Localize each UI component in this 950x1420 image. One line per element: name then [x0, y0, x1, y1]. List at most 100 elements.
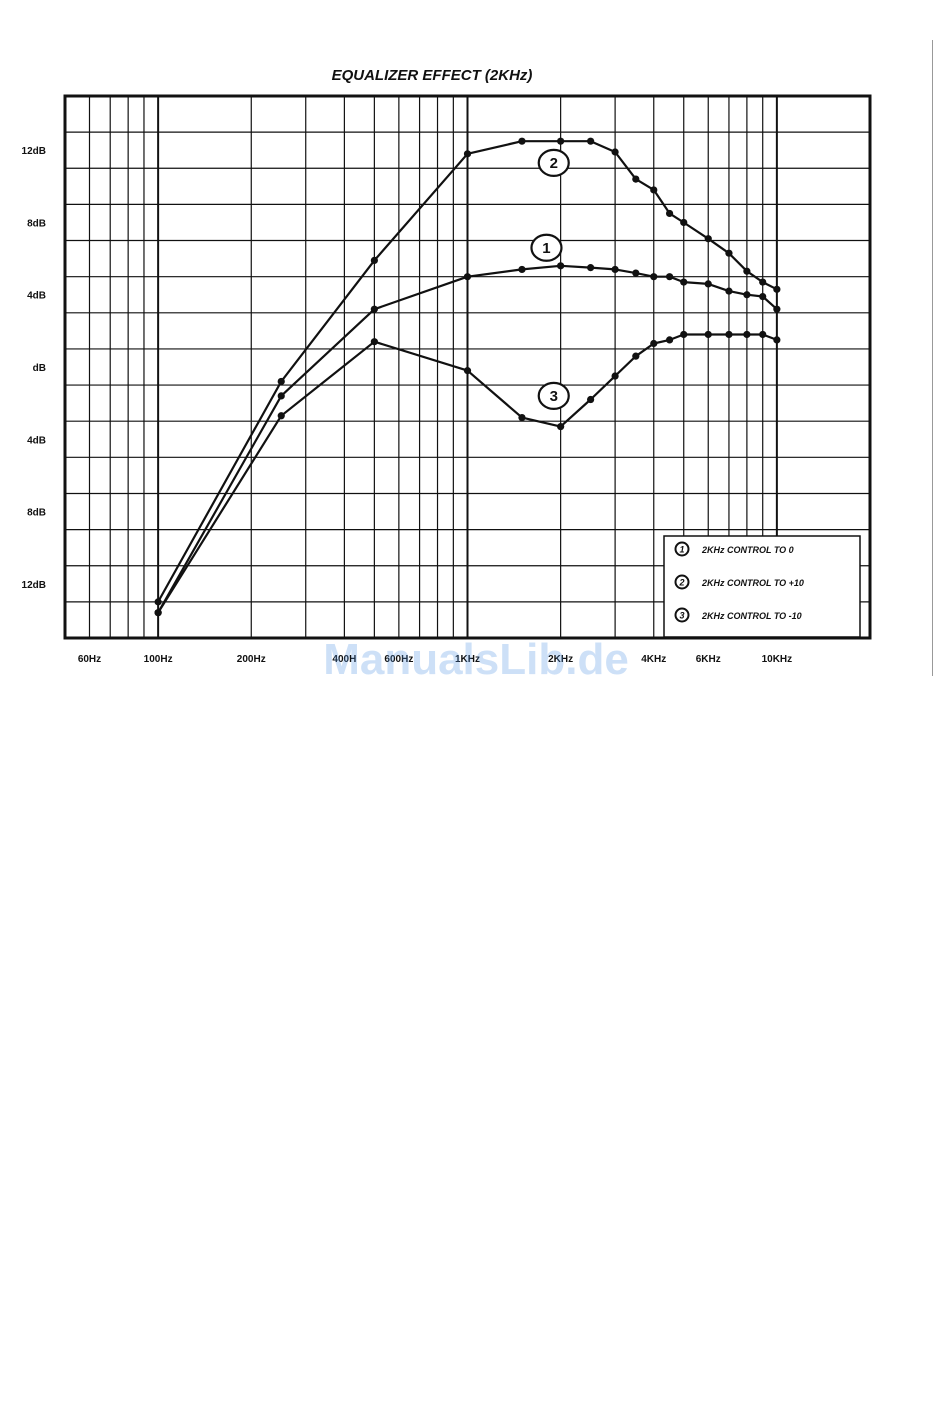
legend: 1 2KHz CONTROL TO 0 2 2KHz CONTROL TO +10 3 2… — [663, 535, 861, 638]
series-3-point — [704, 330, 712, 339]
legend-marker — [674, 541, 690, 557]
series-3-point — [463, 367, 472, 375]
series-3-point — [154, 609, 162, 617]
legend-marker — [674, 607, 690, 623]
series-2-point — [277, 377, 285, 386]
legend-marker-label: 2 — [678, 578, 684, 588]
callout-label: 3 — [550, 388, 558, 405]
series-2-point — [725, 249, 733, 257]
callout-circle — [537, 148, 570, 177]
callout-label: 1 — [542, 240, 550, 257]
series-1-point — [518, 265, 526, 274]
series-3-point — [680, 330, 688, 339]
series-1-point — [611, 265, 619, 274]
series-1-point — [743, 291, 751, 299]
series-3-point — [650, 339, 658, 348]
page-edge-line — [932, 40, 933, 676]
series-2-point — [611, 148, 619, 156]
series-3-point — [743, 330, 751, 339]
legend-entry-2: 2 2KHz CONTROL TO +10 — [674, 574, 804, 590]
x-tick-label: 60Hz — [78, 654, 101, 665]
x-tick-label: 4KHz — [641, 654, 666, 665]
series-3-point — [632, 352, 640, 360]
series-3-point — [773, 336, 781, 344]
series-2-point — [632, 175, 640, 183]
callout-circle — [530, 233, 563, 262]
series-1-point — [680, 278, 688, 286]
series-2-point — [518, 137, 526, 145]
y-tick-label: 12dB — [22, 580, 46, 591]
series-3 — [154, 330, 781, 617]
series-2 — [154, 137, 781, 606]
chart-title: EQUALIZER EFFECT (2KHz) — [332, 67, 533, 84]
callout-2: 2 — [537, 148, 570, 177]
series-3-point — [725, 330, 733, 339]
series-3-point — [611, 372, 619, 380]
series-2-point — [650, 186, 658, 194]
series-1-point — [277, 392, 285, 400]
series-2-point — [665, 209, 674, 218]
y-tick-label: 8dB — [27, 218, 46, 229]
series-3-point — [277, 412, 285, 420]
x-tick-label: 1KHz — [455, 654, 480, 665]
legend-entry-1: 1 2KHz CONTROL TO 0 — [674, 541, 794, 557]
series-1-point — [725, 287, 733, 295]
series-layer — [154, 137, 781, 617]
series-1-point — [773, 305, 781, 313]
legend-marker — [674, 574, 690, 590]
series-2-point — [743, 267, 751, 275]
series-3-point — [759, 330, 767, 339]
watermark: ManualsLib.de — [323, 635, 629, 684]
y-axis-ticks: 12dB 8dB 4dB dB 4dB 8dB 12dB — [22, 146, 46, 591]
series-3-point — [587, 395, 595, 404]
series-2-point — [557, 137, 565, 145]
series-1-point — [665, 273, 674, 281]
series-1-point — [704, 280, 712, 288]
series-3-point — [665, 336, 674, 344]
x-tick-label: 6KHz — [696, 654, 721, 665]
callout-circle — [537, 381, 570, 411]
callout-3: 3 — [537, 381, 570, 411]
series-1-point — [557, 262, 565, 270]
equalizer-effect-chart: EQUALIZER EFFECT (2KHz) 12dB 8dB 4dB dB 4dB 8… — [22, 67, 872, 684]
series-1-point — [759, 292, 767, 301]
series-1-point — [587, 264, 595, 272]
series-1-point — [650, 273, 658, 281]
x-tick-label: 600Hz — [384, 654, 413, 665]
legend-box — [663, 535, 861, 638]
legend-entry-3: 3 2KHz CONTROL TO -10 — [674, 607, 802, 623]
x-tick-label: 2KHz — [548, 654, 573, 665]
series-1-point — [370, 305, 378, 313]
legend-text: 2KHz CONTROL TO -10 — [701, 611, 802, 621]
callout-label: 2 — [550, 155, 558, 172]
series-3-point — [370, 338, 378, 346]
series-2-point — [759, 278, 767, 286]
x-tick-label: 400H — [332, 654, 356, 665]
legend-marker-label: 1 — [679, 545, 684, 555]
y-tick-label: 4dB — [27, 291, 46, 302]
series-2-point — [704, 235, 712, 243]
series-2-point — [773, 285, 781, 293]
plot-frame — [63, 94, 872, 640]
series-2-point — [370, 256, 378, 265]
series-3-point — [518, 413, 526, 422]
series-3-point — [557, 423, 565, 431]
grid — [65, 96, 870, 638]
y-tick-label: 12dB — [22, 146, 46, 157]
series-2-point — [587, 137, 595, 145]
y-tick-label: 4dB — [27, 435, 46, 446]
x-tick-label: 200Hz — [237, 654, 266, 665]
y-tick-label: 8dB — [27, 508, 46, 519]
legend-text: 2KHz CONTROL TO 0 — [701, 545, 794, 555]
series-2-point — [680, 218, 688, 227]
series-1 — [154, 262, 781, 617]
x-axis-ticks: 60Hz 100Hz 200Hz 400H 600Hz 1KHz 2KHz 4KHz 6KHz 1… — [78, 654, 792, 665]
series-1-point — [632, 269, 640, 277]
series-2-point — [463, 150, 472, 158]
callout-layer: 2 1 3 — [530, 148, 570, 411]
series-2-point — [154, 598, 162, 606]
legend-text: 2KHz CONTROL TO +10 — [701, 578, 804, 588]
legend-marker-label: 3 — [679, 611, 684, 621]
x-tick-label: 100Hz — [144, 654, 173, 665]
x-tick-label: 10KHz — [762, 654, 793, 665]
